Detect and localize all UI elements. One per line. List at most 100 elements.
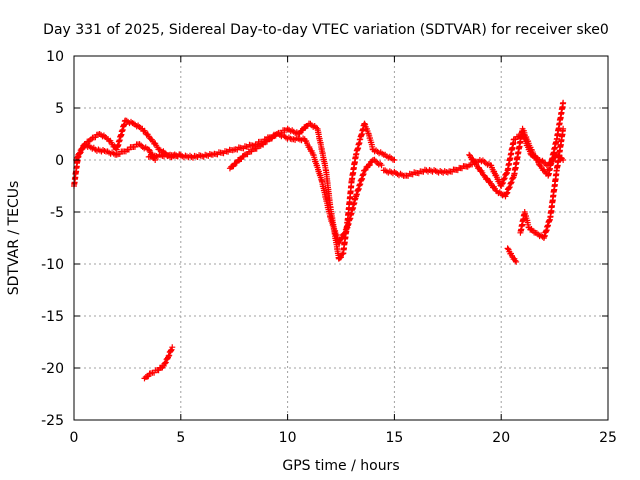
data-point — [273, 131, 280, 137]
data-point — [521, 209, 528, 215]
data-point — [476, 157, 483, 163]
data-point — [327, 214, 334, 221]
marker-band — [517, 127, 566, 240]
data-point — [536, 162, 543, 169]
marker-band — [467, 100, 566, 199]
data-point — [103, 148, 110, 155]
data-point — [141, 375, 148, 382]
x-tick-label: 0 — [70, 430, 79, 446]
data-point — [466, 162, 473, 169]
data-point — [288, 136, 295, 143]
data-point — [540, 235, 547, 241]
marker-band — [142, 346, 175, 380]
plot-frame — [73, 55, 609, 421]
data-point — [466, 151, 473, 158]
data-point — [352, 151, 359, 158]
chart-title: Day 331 of 2025, Sidereal Day-to-day VTE… — [43, 22, 609, 38]
data-point — [167, 151, 174, 158]
y-tick-label: -25 — [41, 413, 64, 429]
data-point — [145, 146, 152, 153]
data-point — [547, 214, 554, 221]
marker-band — [73, 141, 158, 162]
data-point — [139, 125, 146, 132]
data-point — [365, 131, 372, 137]
data-point — [130, 120, 137, 127]
series-track-g — [466, 99, 567, 200]
data-point — [481, 172, 488, 179]
data-point — [147, 136, 154, 143]
data-point — [122, 117, 129, 124]
data-point — [344, 224, 351, 231]
data-point — [92, 146, 99, 153]
data-point — [511, 172, 518, 179]
data-point — [335, 240, 342, 247]
data-point — [560, 99, 567, 106]
data-point — [335, 255, 342, 262]
data-point — [391, 157, 398, 163]
data-point — [511, 136, 518, 143]
data-point — [145, 153, 152, 160]
data-point — [96, 131, 103, 137]
series-track-e — [226, 130, 385, 247]
data-point — [560, 125, 567, 132]
data-point — [188, 153, 195, 160]
data-point — [380, 151, 387, 158]
data-point — [226, 165, 233, 172]
data-point — [209, 151, 216, 158]
data-point — [357, 136, 364, 143]
y-tick-label: -15 — [41, 309, 64, 325]
data-point — [504, 245, 511, 252]
x-tick-label: 25 — [599, 430, 617, 446]
data-point — [314, 125, 321, 132]
data-point — [352, 193, 359, 200]
x-axis-title: GPS time / hours — [282, 458, 399, 474]
x-tick-label: 10 — [279, 430, 297, 446]
data-point — [528, 146, 535, 153]
data-point — [370, 146, 377, 153]
data-point — [164, 354, 171, 361]
y-tick-label: -5 — [50, 205, 64, 221]
data-point — [284, 125, 291, 132]
data-point — [113, 146, 120, 153]
data-point — [519, 125, 526, 132]
data-point — [105, 136, 112, 143]
data-point — [513, 258, 520, 265]
grid — [74, 56, 608, 420]
y-tick-label: 10 — [46, 49, 64, 65]
data-point — [258, 141, 265, 148]
data-point — [135, 141, 142, 148]
data-point — [305, 120, 312, 127]
data-point — [502, 193, 509, 200]
data-point — [301, 136, 308, 143]
axis-ticks: 0 5 10 15 20 25 10 5 0 -5 -10 -15 -20 -25 — [41, 49, 617, 446]
data-point — [560, 157, 567, 163]
x-tick-label: 5 — [176, 430, 185, 446]
data-point — [81, 141, 88, 148]
data-point — [124, 146, 131, 153]
data-point — [525, 224, 532, 231]
y-tick-label: -10 — [41, 257, 64, 273]
y-tick-label: 0 — [55, 153, 64, 169]
data-point — [241, 151, 248, 158]
data-point — [348, 177, 355, 184]
data-point — [553, 136, 560, 143]
data-series — [71, 99, 567, 382]
data-point — [88, 136, 95, 143]
data-point — [444, 169, 451, 176]
data-point — [323, 167, 330, 174]
series-track-c — [141, 344, 176, 382]
data-point — [493, 188, 500, 195]
data-point — [517, 229, 524, 236]
data-point — [508, 252, 515, 259]
x-tick-label: 15 — [385, 430, 403, 446]
data-point — [504, 167, 511, 174]
data-point — [380, 167, 387, 174]
data-point — [340, 250, 347, 257]
x-tick-label: 20 — [492, 430, 510, 446]
data-point — [553, 167, 560, 174]
data-point — [402, 172, 409, 179]
series-track-i — [517, 125, 567, 241]
data-point — [361, 167, 368, 174]
data-point — [160, 362, 167, 369]
